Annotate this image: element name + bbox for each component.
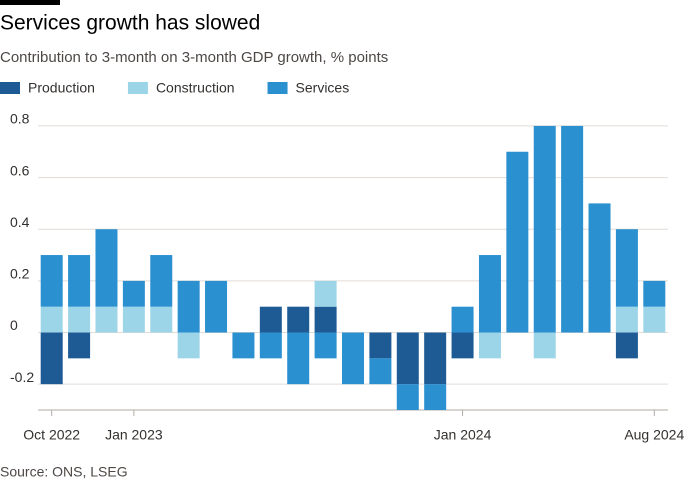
bar-segment xyxy=(95,229,118,307)
bar-segment xyxy=(478,255,501,333)
bar-segment xyxy=(369,332,392,359)
y-tick-label: 0.6 xyxy=(10,162,30,178)
legend-label: Services xyxy=(296,80,350,96)
y-tick-label: 0.2 xyxy=(10,266,30,282)
bar-segment xyxy=(259,332,282,359)
bar-segment xyxy=(506,151,529,333)
legend-swatch xyxy=(127,82,148,94)
bar-segment xyxy=(561,125,584,333)
bar-segment xyxy=(369,358,392,385)
bar-segment xyxy=(40,332,63,385)
y-tick-label: 0.8 xyxy=(10,111,30,127)
legend-swatch xyxy=(0,82,20,94)
legend-label: Construction xyxy=(156,80,235,96)
bar-segment xyxy=(615,306,638,333)
bar-segment xyxy=(424,332,447,385)
bar-segment xyxy=(478,332,501,359)
bar-segment xyxy=(68,255,91,307)
bar-segment xyxy=(287,332,310,385)
bar-segment xyxy=(451,332,474,359)
y-tick-label: -0.2 xyxy=(10,369,34,385)
bar-segment xyxy=(643,306,666,333)
bar-segment xyxy=(68,306,91,333)
bar-segment xyxy=(396,332,419,385)
bar-segment xyxy=(40,255,63,307)
y-tick-label: 0.4 xyxy=(10,214,30,230)
bar-segment xyxy=(122,280,145,307)
bar-segment xyxy=(95,306,118,333)
bar-segment xyxy=(259,306,282,333)
bar-segment xyxy=(177,280,200,333)
bar-segment xyxy=(643,280,666,307)
bar-segment xyxy=(177,332,200,359)
x-tick-label: Jan 2024 xyxy=(434,427,492,443)
bar-segment xyxy=(122,306,145,333)
bar-segment xyxy=(150,255,173,307)
bar-segment xyxy=(68,332,91,359)
bar-segment xyxy=(314,332,337,359)
bar-segment xyxy=(314,306,337,333)
source: Source: ONS, LSEG xyxy=(0,464,128,480)
bar-segment xyxy=(615,229,638,307)
bar-segment xyxy=(287,306,310,333)
bar-segment xyxy=(588,203,611,333)
bar-segment xyxy=(314,280,337,307)
legend-swatch xyxy=(267,82,288,94)
x-tick-label: Aug 2024 xyxy=(624,427,684,443)
x-tick-label: Oct 2022 xyxy=(23,427,80,443)
y-tick-label: 0 xyxy=(10,317,18,333)
bar-segment xyxy=(40,306,63,333)
chart-title: Services growth has slowed xyxy=(0,12,260,35)
bar-segment xyxy=(424,384,447,410)
x-tick-label: Jan 2023 xyxy=(105,427,163,443)
bar-segment xyxy=(396,384,419,410)
legend-label: Production xyxy=(28,80,95,96)
bar-segment xyxy=(451,306,474,333)
chart-subtitle: Contribution to 3-month on 3-month GDP g… xyxy=(0,49,388,66)
bar-segment xyxy=(342,332,364,385)
bar-segment xyxy=(232,332,255,359)
brand-bar xyxy=(0,0,60,5)
bar-segment xyxy=(533,125,556,333)
bar-segment xyxy=(533,332,556,359)
bar-segment xyxy=(205,280,228,333)
bar-segment xyxy=(615,332,638,359)
bar-segment xyxy=(150,306,173,333)
